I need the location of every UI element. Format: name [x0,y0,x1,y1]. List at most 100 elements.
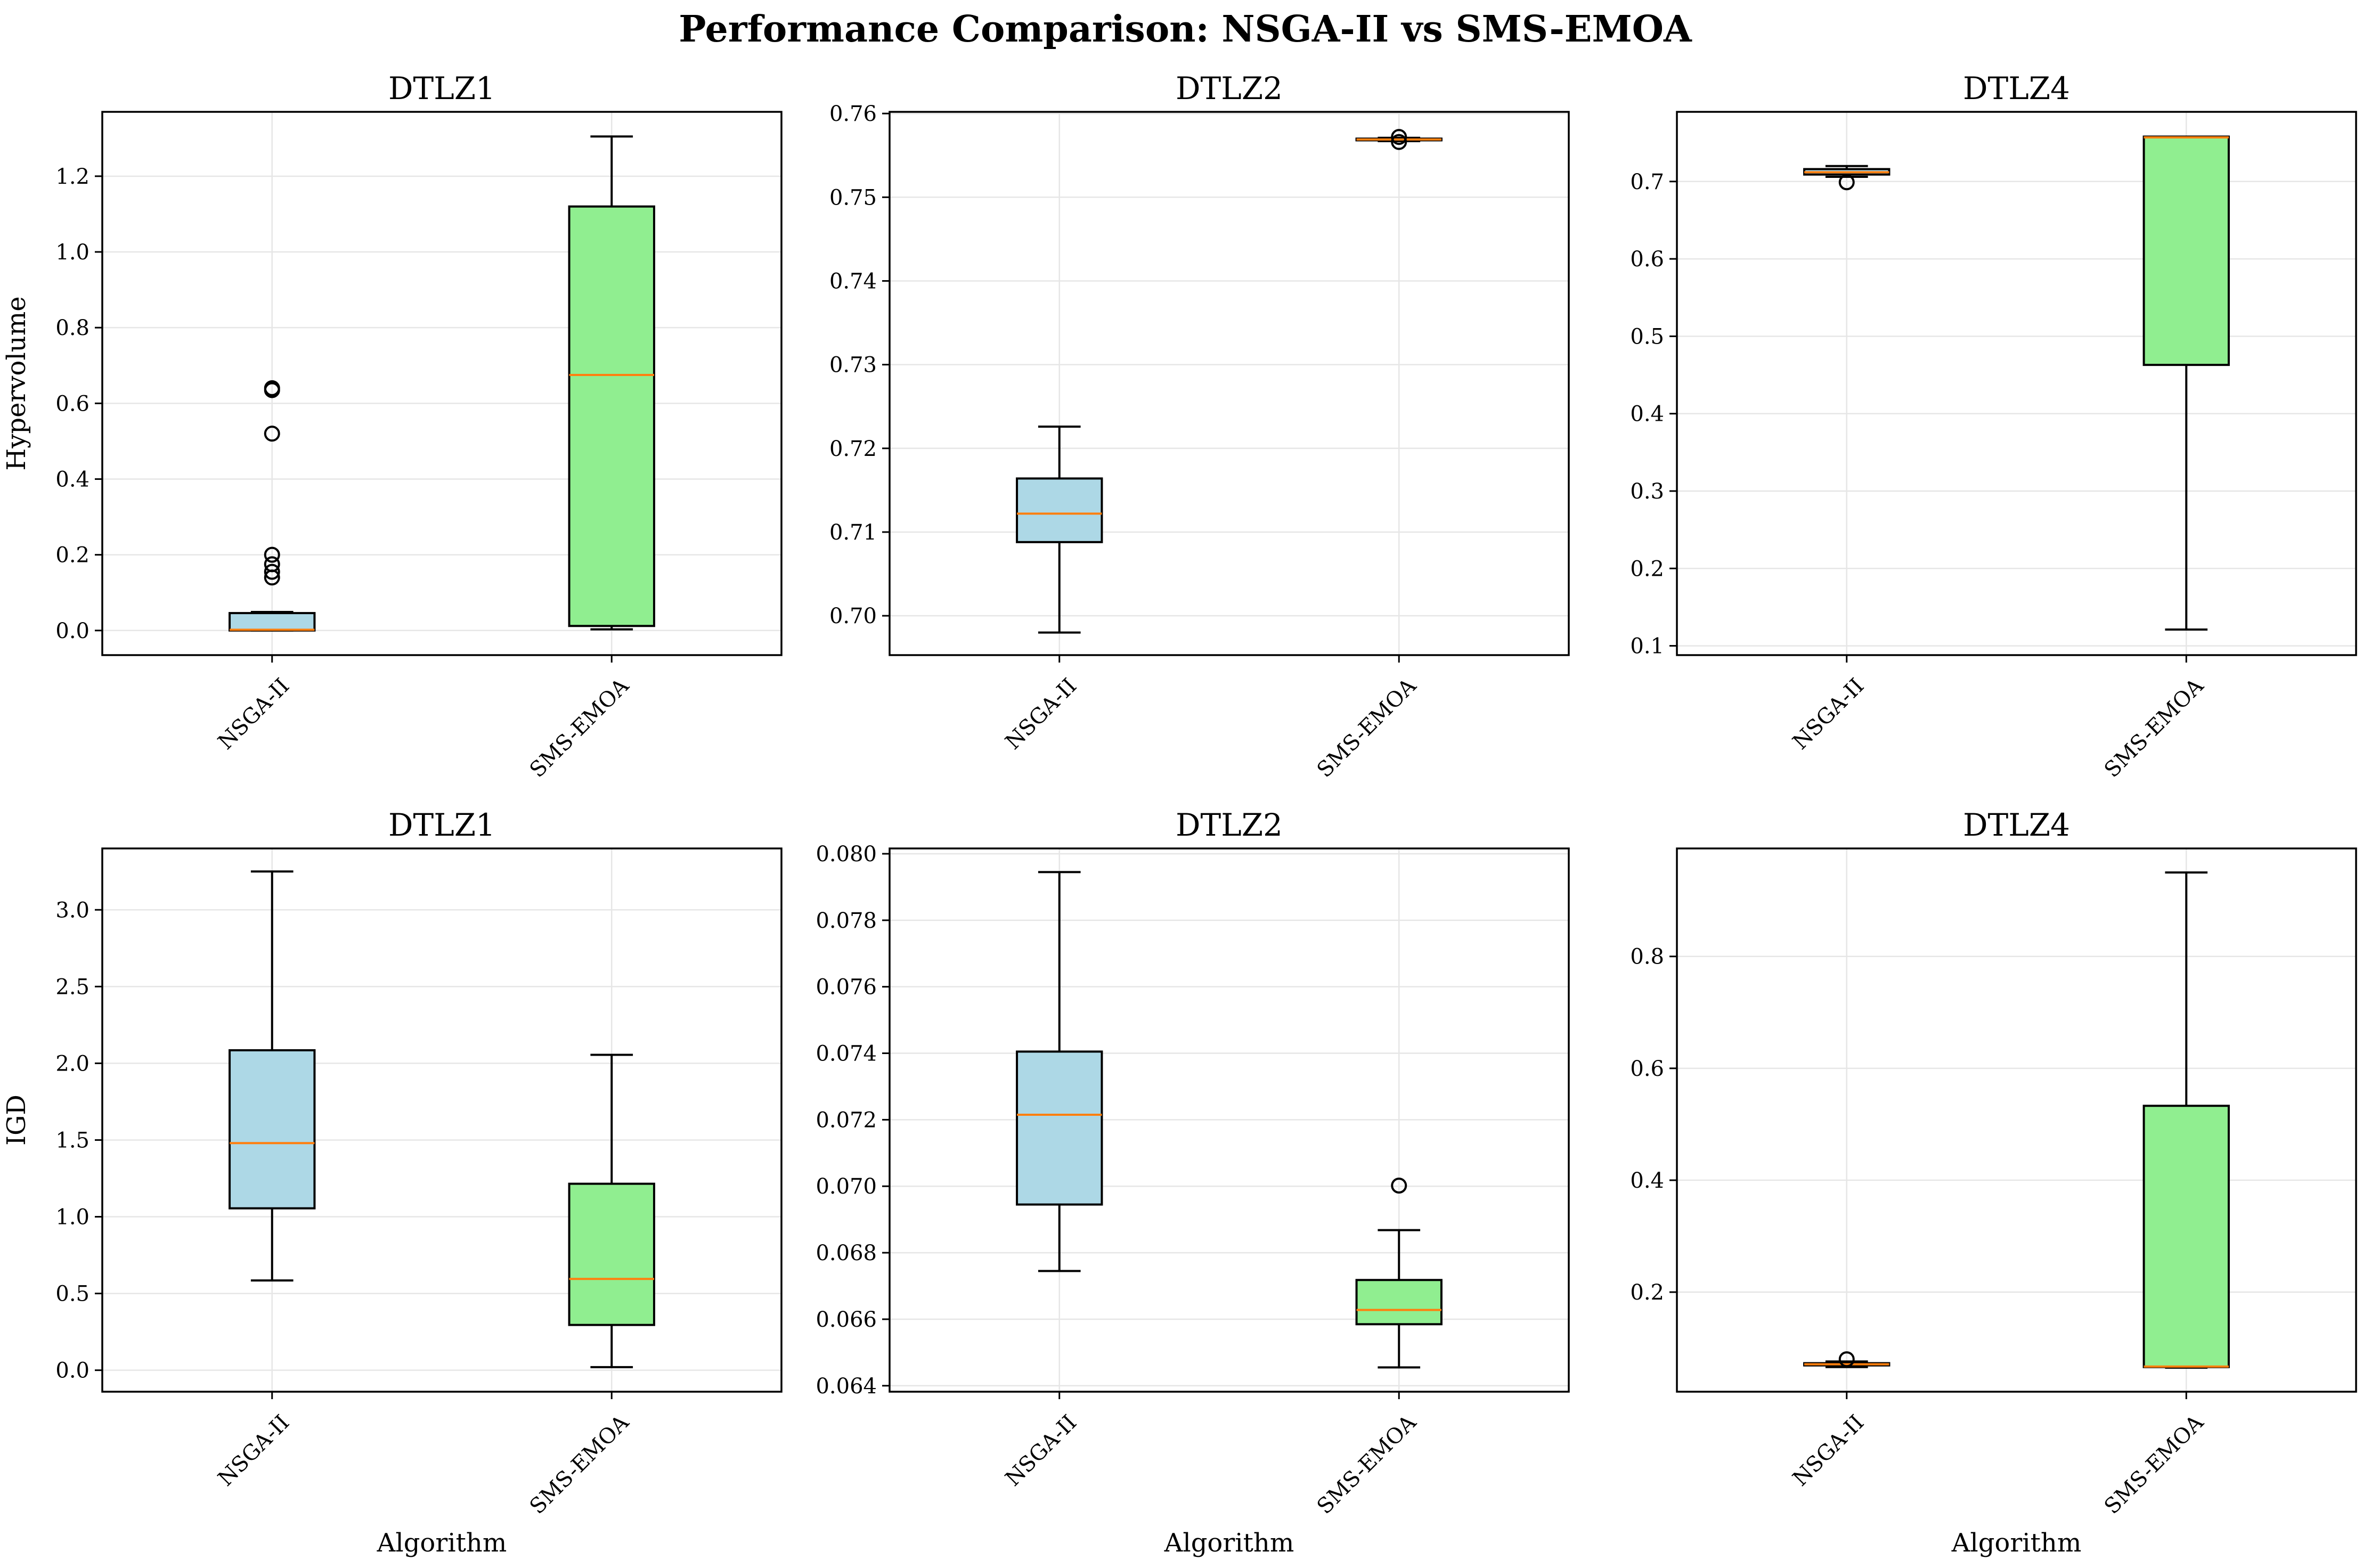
y-tick-label: 0.068 [816,1241,877,1265]
x-axis-label: Algorithm [1164,1528,1294,1558]
y-tick-label: 0.074 [816,1042,877,1066]
outlier-point [264,546,280,563]
x-tick-label: SMS-EMOA [2100,1410,2209,1519]
iqr-box [1016,1050,1103,1206]
y-tick-label: 0.70 [829,604,877,628]
x-tick-label: SMS-EMOA [525,673,634,782]
y-axis-label: IGD [2,1095,31,1146]
y-tick-label: 0.0 [55,1359,89,1383]
box-nsga-ii [1016,425,1103,634]
y-tick-label: 0.1 [1630,634,1664,659]
axes-frame [1676,847,2357,1393]
x-tick-label: NSGA-II [1001,1410,1082,1491]
y-tick-label: 2.5 [55,975,89,999]
y-tick-label: 1.5 [55,1128,89,1153]
y-tick-label: 0.5 [55,1282,89,1306]
y-tick-label: 3.0 [55,898,89,922]
iqr-box [568,1182,655,1326]
box-sms-emoa [2142,135,2230,631]
y-tick-label: 0.73 [829,353,877,378]
y-tick-label: 0.75 [829,185,877,210]
box-sms-emoa [2142,871,2230,1369]
y-tick-label: 1.0 [55,240,89,265]
iqr-box [229,1049,316,1210]
y-tick-label: 2.0 [55,1051,89,1076]
y-tick-label: 0.74 [829,269,877,293]
box-nsga-ii [1016,871,1103,1272]
outlier-point [1838,174,1855,191]
x-tick-label: SMS-EMOA [2100,673,2209,782]
axes-frame [101,111,783,656]
y-tick-label: 0.4 [1630,1169,1664,1193]
y-tick-label: 0.6 [55,391,89,416]
outlier-point [1838,1351,1855,1368]
y-tick-label: 0.0 [55,619,89,643]
y-tick-label: 0.2 [55,543,89,568]
iqr-box [2142,135,2230,366]
y-tick-label: 0.6 [1630,247,1664,272]
axes-frame [101,847,783,1393]
y-tick-label: 0.4 [55,467,89,492]
x-tick-label: NSGA-II [1788,674,1869,755]
box-nsga-ii [229,870,316,1282]
box-sms-emoa [568,1054,655,1368]
x-tick-label: SMS-EMOA [1313,1410,1422,1519]
y-tick-label: 0.072 [816,1108,877,1132]
figure-title: Performance Comparison: NSGA-II vs SMS-E… [679,8,1692,51]
y-tick-label: 0.76 [829,102,877,126]
subplot-1: 0.0 0.2 0.4 0.6 0.8 1.0 1.2 NSGA-II SMS-EMOA DTLZ… [2,70,783,782]
y-tick-label: 0.3 [1630,479,1664,504]
box-nsga-ii [229,380,316,632]
iqr-box [1355,1279,1443,1326]
y-tick-label: 0.4 [1630,402,1664,427]
box-sms-emoa [1355,1177,1443,1369]
axes-frame [889,847,1570,1393]
iqr-box [2142,1105,2230,1368]
y-tick-label: 0.5 [1630,324,1664,349]
y-tick-label: 0.064 [816,1374,877,1399]
subplot-title: DTLZ2 [1176,807,1283,843]
y-tick-label: 0.7 [1630,170,1664,194]
y-tick-label: 0.8 [55,316,89,340]
x-tick-label: NSGA-II [1001,674,1082,755]
outlier-point [264,556,280,573]
x-tick-label: NSGA-II [214,674,295,755]
y-tick-label: 0.080 [816,842,877,867]
x-tick-label: SMS-EMOA [525,1410,634,1519]
outlier-point [1391,1177,1407,1194]
y-tick-label: 0.066 [816,1308,877,1332]
box-sms-emoa [568,135,655,631]
box-nsga-ii [1803,1351,1891,1368]
outlier-point [1391,134,1407,150]
y-tick-label: 0.8 [1630,945,1664,969]
y-tick-label: 0.078 [816,909,877,933]
outlier-point [1391,129,1407,145]
y-tick-label: 0.72 [829,437,877,461]
subplot-title: DTLZ2 [1176,70,1283,107]
axes-frame [1676,111,2357,656]
subplot-title: DTLZ1 [388,70,495,107]
outlier-point [264,426,280,442]
y-tick-label: 1.0 [55,1205,89,1230]
subplot-2: 0.70 0.71 0.72 0.73 0.74 0.75 0.76 NSGA-II SMS-E… [829,70,1570,782]
subplot-title: DTLZ1 [388,807,495,843]
box-sms-emoa [1355,129,1443,150]
subplot-6: 0.2 0.4 0.6 0.8 NSGA-II SMS-EMOA DTLZ4 Algorith… [1630,807,2357,1558]
axes-frame [889,111,1570,656]
iqr-box [1016,477,1103,543]
y-tick-label: 0.71 [829,520,877,545]
x-tick-label: NSGA-II [214,1410,295,1491]
subplot-4: 0.0 0.5 1.0 1.5 2.0 2.5 3.0 NSGA-II SMS-EMOA DTLZ… [2,807,783,1558]
iqr-box [229,612,316,632]
outlier-point [264,380,280,396]
subplot-3: 0.1 0.2 0.3 0.4 0.5 0.6 0.7 NSGA-II SMS-EMOA DTLZ… [1630,70,2357,782]
x-tick-label: SMS-EMOA [1313,673,1422,782]
y-tick-label: 0.6 [1630,1057,1664,1081]
outlier-point [264,564,280,580]
subplot-title: DTLZ4 [1963,807,2070,843]
subplot-title: DTLZ4 [1963,70,2070,107]
box-nsga-ii [1803,165,1891,191]
x-tick-label: NSGA-II [1788,1410,1869,1491]
iqr-box [568,205,655,627]
